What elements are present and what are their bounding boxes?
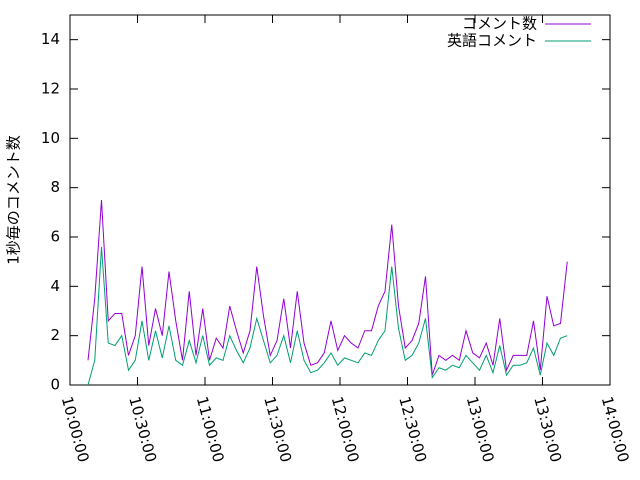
legend-label: コメント数 xyxy=(462,15,537,33)
x-tick-label: 14:00:00 xyxy=(598,395,633,465)
legend-label: 英語コメント xyxy=(447,32,537,50)
x-tick-label: 10:30:00 xyxy=(125,395,160,465)
data-line xyxy=(87,199,568,376)
data-line xyxy=(87,246,568,386)
x-tick-label: 12:30:00 xyxy=(395,395,430,465)
plot-frame xyxy=(69,14,611,386)
y-tick-label: 6 xyxy=(50,228,60,246)
x-tick-label: 11:00:00 xyxy=(193,395,228,465)
x-tick-label: 13:00:00 xyxy=(463,395,498,465)
x-tick-label: 12:00:00 xyxy=(328,395,363,465)
y-tick-label: 10 xyxy=(41,129,60,147)
x-tick-label: 13:30:00 xyxy=(530,395,565,465)
y-tick-label: 14 xyxy=(41,30,60,48)
y-tick-label: 4 xyxy=(50,277,60,295)
x-tick-label: 10:00:00 xyxy=(58,395,93,465)
y-tick-label: 2 xyxy=(50,326,60,344)
y-axis-label: 1秒毎のコメント数 xyxy=(5,135,23,265)
x-tick-label: 11:30:00 xyxy=(260,395,295,465)
y-tick-label: 0 xyxy=(50,376,60,394)
y-tick-label: 12 xyxy=(41,80,60,98)
y-tick-label: 8 xyxy=(50,178,60,196)
